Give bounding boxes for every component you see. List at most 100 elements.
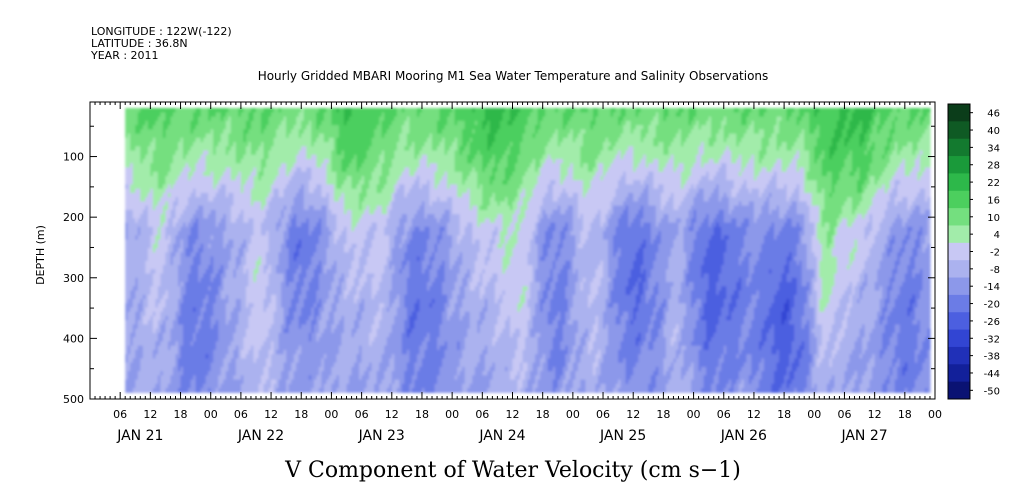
heatmap-cell (190, 303, 194, 309)
heatmap-cell (167, 282, 172, 287)
heatmap-cell (167, 108, 172, 113)
heatmap-cell (185, 209, 189, 215)
heatmap-cell (157, 214, 162, 219)
heatmap-cell (137, 243, 141, 249)
heatmap-cell (140, 383, 144, 389)
heatmap-cell (165, 239, 169, 245)
heatmap-cell (162, 243, 167, 249)
heatmap-cell (135, 358, 139, 364)
heatmap-cell (150, 150, 154, 156)
heatmap-cell (178, 188, 182, 194)
heatmap-cell (140, 188, 144, 194)
heatmap-cell (188, 129, 192, 135)
heatmap-cell (167, 294, 172, 300)
heatmap-cell (167, 303, 172, 309)
heatmap-cell (165, 163, 169, 169)
heatmap-cell (140, 341, 144, 347)
heatmap-cell (142, 252, 146, 258)
heatmap-cell (185, 358, 189, 364)
heatmap-cell (160, 243, 164, 249)
heatmap-cell (152, 345, 156, 351)
heatmap-cell (127, 222, 131, 228)
heatmap-cell (125, 142, 129, 147)
heatmap-cell (167, 218, 172, 224)
heatmap-cell (130, 383, 134, 389)
heatmap-cell (145, 371, 149, 376)
heatmap-cell (130, 125, 134, 130)
heatmap-cell (140, 265, 144, 270)
heatmap-cell (142, 379, 146, 385)
heatmap-cell (125, 375, 129, 381)
heatmap-cell (152, 137, 156, 143)
heatmap-cell (183, 282, 187, 287)
heatmap-cell (155, 235, 159, 241)
heatmap-cell (155, 375, 159, 381)
heatmap-cell (142, 116, 146, 122)
heatmap-cell (142, 231, 146, 236)
heatmap-cell (190, 383, 194, 389)
heatmap-cell (157, 243, 162, 249)
heatmap-cell (140, 120, 144, 126)
heatmap-cell (183, 354, 187, 359)
heatmap-cell (135, 231, 139, 236)
heatmap-cell (157, 108, 162, 113)
heatmap-cell (175, 129, 179, 135)
heatmap-cell (150, 112, 154, 118)
heatmap-cell (140, 214, 144, 219)
heatmap-cell (167, 320, 172, 326)
heatmap-cell (185, 354, 189, 359)
heatmap-cell (162, 375, 167, 381)
heatmap-cell (160, 362, 164, 368)
heatmap-cell (127, 163, 131, 169)
heatmap-cell (130, 294, 134, 300)
heatmap-cell (160, 201, 164, 207)
heatmap-cell (147, 362, 151, 368)
heatmap-cell (162, 150, 167, 156)
heatmap-cell (172, 371, 177, 376)
heatmap-cell (127, 341, 131, 347)
heatmap-cell (167, 341, 172, 347)
heatmap-cell (160, 209, 164, 215)
heatmap-cell (140, 388, 144, 393)
heatmap-cell (147, 150, 151, 156)
heatmap-cell (135, 222, 139, 228)
heatmap-cell (165, 371, 169, 376)
heatmap-cell (135, 120, 139, 126)
heatmap-cell (162, 379, 167, 385)
heatmap-cell (152, 133, 156, 139)
heatmap-cell (185, 116, 189, 122)
heatmap-cell (160, 311, 164, 317)
heatmap-cell (147, 116, 151, 122)
heatmap-cell (175, 201, 179, 207)
heatmap-cell (152, 252, 156, 258)
heatmap-cell (130, 252, 134, 258)
heatmap-cell (180, 320, 184, 326)
heatmap-cell (185, 218, 189, 224)
heatmap-cell (167, 116, 172, 122)
heatmap-cell (185, 146, 189, 152)
heatmap-cell (180, 375, 184, 381)
heatmap-cell (125, 129, 129, 135)
heatmap-cell (130, 256, 134, 262)
heatmap-cell (157, 345, 162, 351)
heatmap-cell (165, 214, 169, 219)
heatmap-cell (180, 349, 184, 355)
heatmap-cell (172, 252, 177, 258)
heatmap-cell (162, 290, 167, 296)
heatmap-cell (165, 171, 169, 177)
heatmap-cell (155, 260, 159, 266)
heatmap-cell (183, 273, 187, 279)
heatmap-cell (135, 129, 139, 135)
heatmap-cell (170, 239, 174, 245)
heatmap-cell (135, 256, 139, 262)
heatmap-cell (125, 231, 129, 236)
heatmap-cell (172, 332, 177, 338)
heatmap-cell (130, 358, 134, 364)
heatmap-cell (172, 366, 177, 372)
heatmap-cell (150, 158, 154, 164)
heatmap-cell (125, 273, 129, 279)
heatmap-cell (147, 252, 151, 258)
heatmap-cell (170, 252, 174, 258)
heatmap-cell (172, 290, 177, 296)
heatmap-cell (127, 171, 131, 177)
